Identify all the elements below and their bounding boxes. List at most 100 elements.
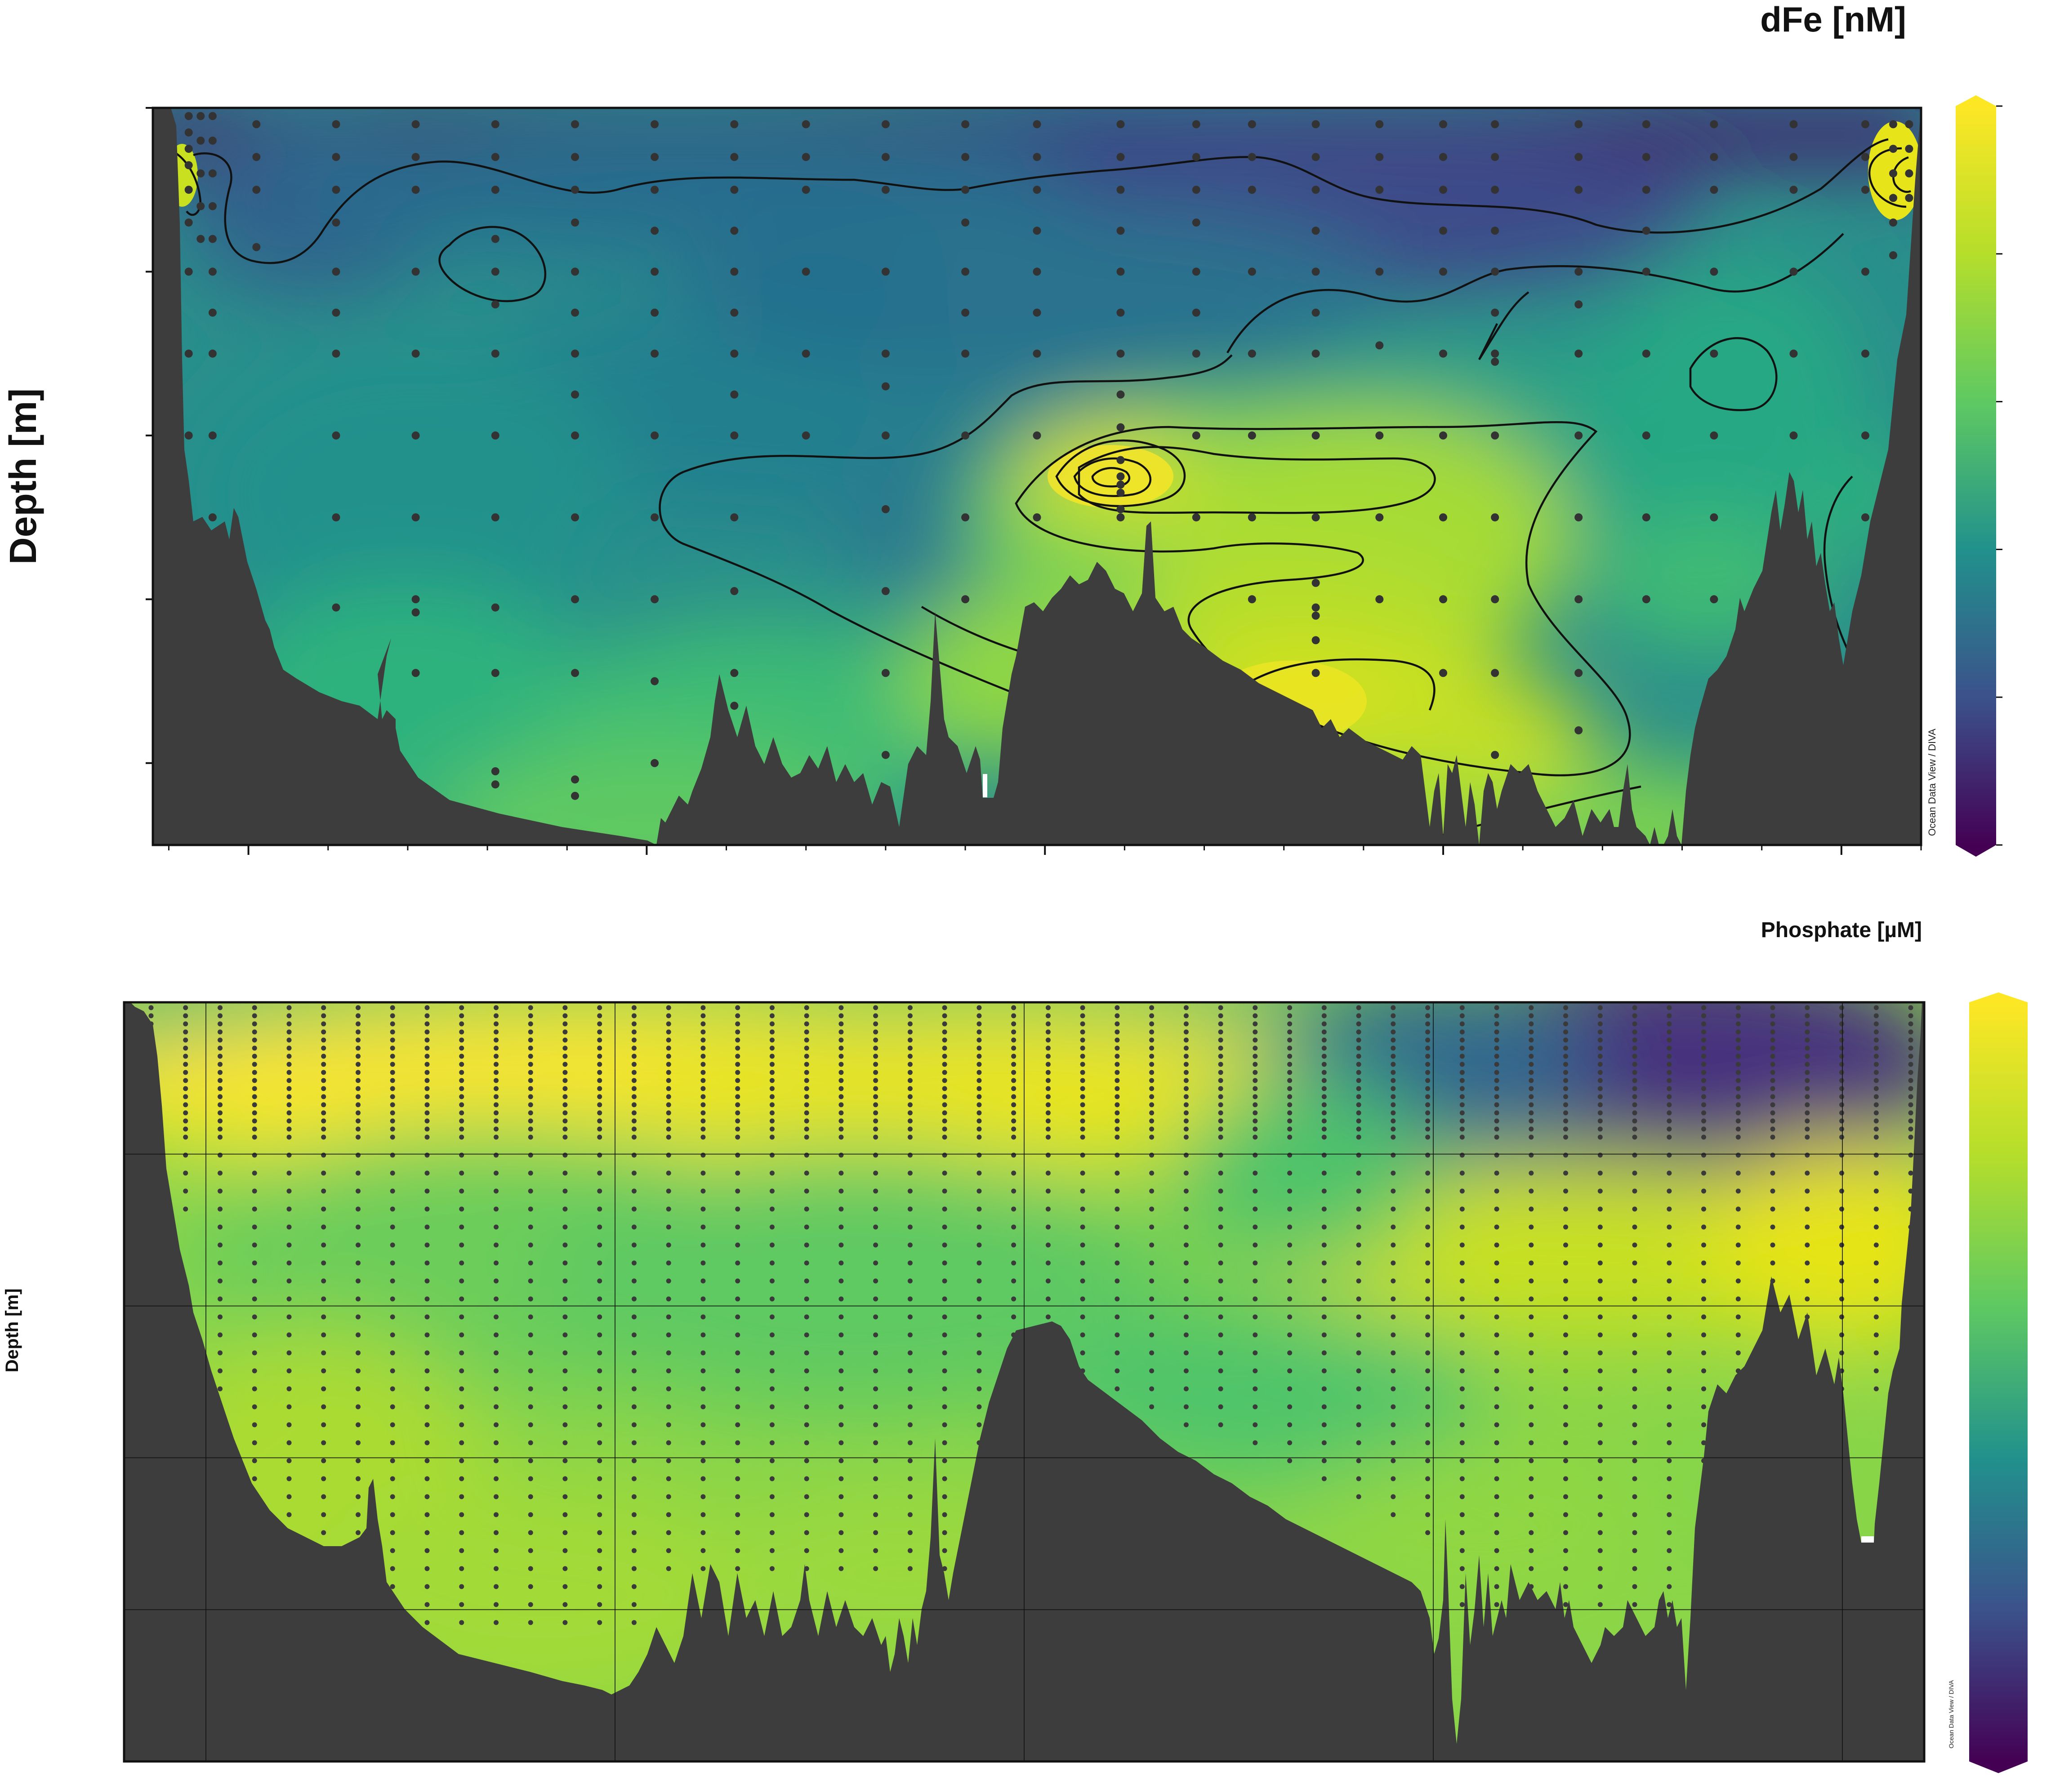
sample-dot	[769, 1224, 775, 1230]
sample-dot	[286, 1260, 292, 1266]
sample-dot	[735, 1512, 740, 1517]
sample-dot	[183, 1118, 188, 1124]
sample-dot	[666, 1224, 671, 1230]
sample-dot	[1459, 1005, 1465, 1010]
sample-dot	[1494, 1314, 1499, 1320]
sample-dot	[1459, 1013, 1465, 1018]
sample-dot	[1011, 1102, 1017, 1107]
sample-dot	[873, 1086, 878, 1091]
sample-dot	[218, 1110, 223, 1116]
sample-dot	[873, 1476, 878, 1481]
sample-dot	[1563, 1566, 1568, 1571]
sample-dot	[907, 1350, 913, 1356]
sample-dot	[1597, 1368, 1603, 1374]
sample-dot	[1287, 1086, 1293, 1091]
sample-dot	[666, 1102, 671, 1107]
sample-dot	[961, 120, 970, 129]
sample-dot	[1183, 1206, 1189, 1212]
sample-dot	[804, 1102, 809, 1107]
sample-dot	[942, 1152, 947, 1158]
sample-dot	[1459, 1110, 1465, 1116]
sample-dot	[184, 431, 193, 440]
sample-dot	[907, 1070, 913, 1075]
sample-dot	[208, 202, 217, 210]
sample-dot	[1321, 1476, 1327, 1481]
sample-dot	[1735, 1062, 1741, 1067]
sample-dot	[1115, 1126, 1120, 1132]
sample-dot	[873, 1440, 878, 1445]
sample-dot	[1667, 1029, 1672, 1035]
sample-dot	[804, 1368, 809, 1374]
sample-dot	[1011, 1070, 1017, 1075]
sample-dot	[1356, 1094, 1361, 1099]
sample-dot	[1701, 1110, 1706, 1116]
sample-dot	[1805, 1078, 1810, 1083]
sample-dot	[286, 1188, 292, 1194]
sample-dot	[631, 1152, 637, 1158]
sample-dot	[1391, 1404, 1396, 1410]
sample-dot	[700, 1314, 706, 1320]
sample-dot	[1425, 1458, 1431, 1463]
sample-dot	[1701, 1404, 1706, 1410]
sample-dot	[286, 1045, 292, 1051]
sample-dot	[631, 1350, 637, 1356]
sample-dot	[208, 169, 217, 178]
sample-dot	[1045, 1045, 1051, 1051]
sample-dot	[1356, 1118, 1361, 1124]
sample-dot	[1321, 1350, 1327, 1356]
sample-dot	[332, 513, 340, 522]
sample-dot	[1632, 1350, 1637, 1356]
sample-dot	[424, 1118, 430, 1124]
sample-dot	[1529, 1224, 1534, 1230]
sample-dot	[1192, 431, 1200, 440]
sample-dot	[769, 1126, 775, 1132]
sample-dot	[1045, 1278, 1051, 1284]
sample-dot	[1491, 186, 1499, 194]
phosphate-colorbar-top-cap	[1969, 992, 2028, 1002]
sample-dot	[1116, 120, 1125, 129]
sample-dot	[1529, 1045, 1534, 1051]
sample-dot	[494, 1152, 499, 1158]
sample-dot	[286, 1062, 292, 1067]
sample-dot	[1183, 1013, 1189, 1018]
sample-dot	[700, 1494, 706, 1499]
sample-dot	[1597, 1332, 1603, 1338]
sample-dot	[1597, 1062, 1603, 1067]
sample-dot	[942, 1386, 947, 1392]
sample-dot	[183, 1037, 188, 1043]
sample-dot	[735, 1368, 740, 1374]
sample-dot	[459, 1118, 464, 1124]
sample-dot	[1045, 1005, 1051, 1010]
sample-dot	[1439, 349, 1447, 358]
sample-dot	[1080, 1134, 1085, 1140]
sample-dot	[1908, 1152, 1913, 1158]
sample-dot	[390, 1021, 395, 1027]
sample-dot	[1908, 1094, 1913, 1099]
sample-dot	[1667, 1134, 1672, 1140]
sample-dot	[769, 1260, 775, 1266]
sample-dot	[881, 382, 890, 391]
sample-dot	[976, 1278, 982, 1284]
sample-dot	[1597, 1086, 1603, 1091]
sample-dot	[1873, 1102, 1879, 1107]
sample-dot	[252, 1013, 257, 1018]
sample-dot	[459, 1054, 464, 1059]
sample-dot	[491, 235, 499, 243]
sample-dot	[1494, 1005, 1499, 1010]
sample-dot	[390, 1126, 395, 1132]
sample-dot	[1218, 1278, 1223, 1284]
sample-dot	[1149, 1368, 1155, 1374]
sample-dot	[1563, 1021, 1568, 1027]
sample-dot	[1287, 1094, 1293, 1099]
sample-dot	[252, 1224, 257, 1230]
sample-dot	[907, 1530, 913, 1535]
sample-dot	[976, 1170, 982, 1176]
sample-dot	[1321, 1054, 1327, 1059]
sample-dot	[735, 1152, 740, 1158]
sample-dot	[148, 1013, 154, 1018]
sample-dot	[769, 1070, 775, 1075]
sample-dot	[769, 1054, 775, 1059]
sample-dot	[1356, 1005, 1361, 1010]
sample-dot	[424, 1476, 430, 1481]
